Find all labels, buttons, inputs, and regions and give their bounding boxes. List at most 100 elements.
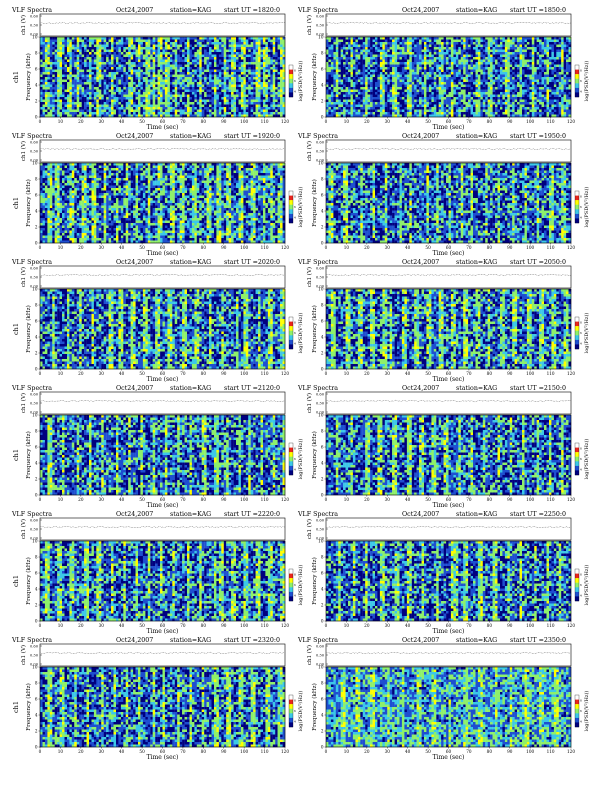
x-tick-label: 20 <box>364 623 370 628</box>
panel-start-time: start UT =1850:0 <box>510 7 566 14</box>
x-tick-label: 10 <box>344 749 350 754</box>
panel-date: Oct24,2007 <box>402 133 439 140</box>
colorbar-tick-label: 4 <box>580 90 582 94</box>
y-tick-label: 0 <box>35 493 38 498</box>
panel-start-time: start UT =2050:0 <box>510 259 566 266</box>
x-tick-label: 30 <box>385 371 391 376</box>
ch1-tick-label: 0.30 <box>316 402 325 406</box>
x-tick-label: 0 <box>39 749 42 754</box>
x-tick-label: 120 <box>281 497 289 502</box>
colorbar-segment <box>289 457 293 462</box>
x-tick-label: 50 <box>425 623 431 628</box>
x-tick-label: 120 <box>567 623 575 628</box>
x-tick-label: 0 <box>39 245 42 250</box>
x-tick-label: 80 <box>487 497 493 502</box>
colorbar-segment <box>575 704 579 709</box>
y-tick-label: 0 <box>321 619 324 624</box>
panel-start-time: start UT =2250:0 <box>510 511 566 518</box>
x-tick-label: 30 <box>385 245 391 250</box>
x-tick-label: 40 <box>119 497 125 502</box>
x-tick-label: 10 <box>344 497 350 502</box>
spectrogram <box>326 415 571 495</box>
time-axis-label: Time (sec) <box>147 250 179 257</box>
panel-station: station=KAG <box>456 133 497 140</box>
x-tick-label: 90 <box>221 119 227 124</box>
ch1-tick-label: 0.60 <box>316 645 325 649</box>
ch1-axis-label: ch1 (V) <box>20 519 27 539</box>
colorbar-segment <box>289 695 293 700</box>
time-axis-label: Time (sec) <box>433 376 465 383</box>
frequency-axis-label: Frequency (kHz) <box>311 683 318 731</box>
y-tick-label: 0 <box>35 367 38 372</box>
ch1-tick-label: 0.60 <box>30 141 39 145</box>
x-tick-label: 70 <box>180 245 186 250</box>
ch1-tick-label: 0.60 <box>30 267 39 271</box>
x-tick-label: 40 <box>119 623 125 628</box>
colorbar-segment <box>575 569 579 574</box>
colorbar-tick-label: 8 <box>294 320 296 324</box>
colorbar-segment <box>575 592 579 597</box>
colorbar-segment <box>575 587 579 592</box>
colorbar-tick-label: 6 <box>580 709 582 713</box>
colorbar-segment <box>575 191 579 196</box>
colorbar-segment <box>289 448 293 453</box>
colorbar-segment <box>289 452 293 457</box>
frequency-axis-label: Frequency (kHz) <box>25 683 32 731</box>
panel-start-time: start UT =2220:0 <box>224 511 280 518</box>
x-tick-label: 70 <box>466 623 472 628</box>
colorbar-segment <box>575 340 579 345</box>
y-tick-label: 0 <box>321 493 324 498</box>
y-tick-label: 8 <box>35 555 38 560</box>
ch1-axis-label: ch1 (V) <box>306 519 313 539</box>
colorbar-segment <box>289 335 293 340</box>
x-tick-label: 0 <box>325 371 328 376</box>
colorbar-tick-label: 8 <box>580 194 582 198</box>
x-tick-label: 30 <box>385 119 391 124</box>
colorbar-segment <box>289 331 293 336</box>
colorbar-segment <box>289 92 293 97</box>
x-tick-label: 20 <box>364 371 370 376</box>
x-tick-label: 30 <box>385 623 391 628</box>
y-tick-label: 4 <box>321 587 324 592</box>
colorbar-label: log(PSD(V²/Hz)) <box>297 565 304 606</box>
colorbar-tick-label: 8 <box>580 446 582 450</box>
ch1-axis-label: ch1 (V) <box>306 267 313 287</box>
colorbar-segment <box>289 79 293 84</box>
x-tick-label: 40 <box>119 371 125 376</box>
ch1-tick-label: 0.60 <box>316 519 325 523</box>
y-tick-label: 2 <box>35 351 38 356</box>
panel-start-time: start UT =2320:0 <box>224 637 280 644</box>
colorbar-label: log(PSD(V²/Hz)) <box>583 187 590 228</box>
panel-start-time: start UT =1950:0 <box>510 133 566 140</box>
y-tick-label: 8 <box>35 303 38 308</box>
x-tick-label: 0 <box>39 371 42 376</box>
colorbar-segment <box>575 65 579 70</box>
x-tick-label: 20 <box>364 497 370 502</box>
x-tick-label: 80 <box>487 371 493 376</box>
x-tick-label: 90 <box>507 623 513 628</box>
colorbar-tick-label: 4 <box>294 468 296 472</box>
x-tick-label: 70 <box>466 245 472 250</box>
panel-start-time: start UT =2150:0 <box>510 385 566 392</box>
y-tick-label: 8 <box>321 555 324 560</box>
colorbar-tick-label: 4 <box>580 720 582 724</box>
y-tick-label: 2 <box>35 99 38 104</box>
x-tick-label: 80 <box>487 623 493 628</box>
x-tick-label: 20 <box>78 749 84 754</box>
ch1-strip <box>40 518 285 540</box>
colorbar-tick-label: 8 <box>294 698 296 702</box>
ch1-tick-label: 0.30 <box>30 654 39 658</box>
y-tick-label: 2 <box>321 477 324 482</box>
colorbar-segment <box>289 218 293 223</box>
panel-date: Oct24,2007 <box>402 385 439 392</box>
ch1-axis-label: ch1 (V) <box>20 267 27 287</box>
colorbar-segment <box>575 344 579 349</box>
x-tick-label: 50 <box>425 371 431 376</box>
colorbar-label: log(PSD(V²/Hz)) <box>297 439 304 480</box>
colorbar-segment <box>289 209 293 214</box>
colorbar-label: log(PSD(V²/Hz)) <box>297 691 304 732</box>
colorbar-segment <box>289 74 293 79</box>
panel-date: Oct24,2007 <box>116 259 153 266</box>
